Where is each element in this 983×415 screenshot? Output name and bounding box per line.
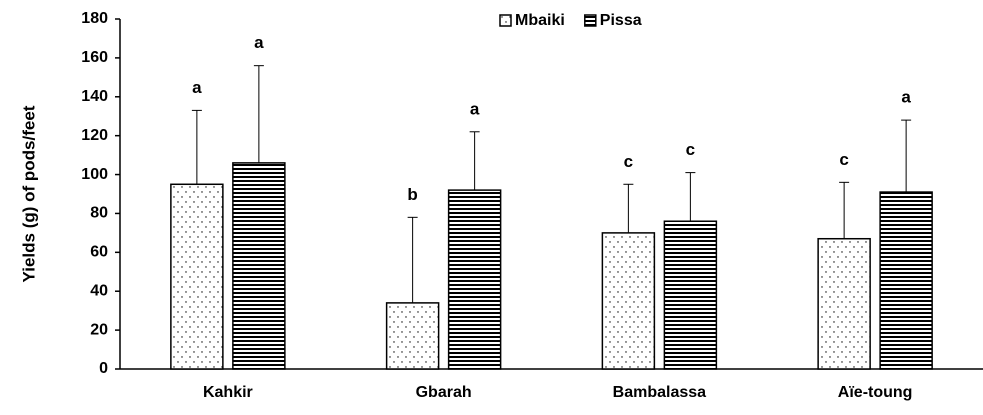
legend-swatch xyxy=(499,14,512,27)
legend-swatch xyxy=(584,14,597,27)
y-tick-label: 20 xyxy=(90,321,108,338)
y-tick-label: 140 xyxy=(81,88,108,105)
x-tick-label: Gbarah xyxy=(416,384,472,401)
y-tick-label: 40 xyxy=(90,282,108,299)
significance-letter: a xyxy=(254,33,264,52)
bar xyxy=(601,232,656,370)
bar xyxy=(447,189,502,370)
significance-letter: b xyxy=(407,185,417,204)
significance-letter: c xyxy=(686,140,695,159)
legend-label: Pissa xyxy=(600,12,642,29)
significance-letter: a xyxy=(901,88,911,107)
y-tick-label: 160 xyxy=(81,49,108,66)
x-tick-label: Aïe-toung xyxy=(838,384,913,401)
bar xyxy=(663,220,718,370)
y-tick-label: 120 xyxy=(81,127,108,144)
x-tick-label: Bambalassa xyxy=(613,384,706,401)
y-tick-label: 100 xyxy=(81,166,108,183)
significance-letter: a xyxy=(470,99,480,118)
y-tick-label: 180 xyxy=(81,10,108,27)
legend-label: Mbaiki xyxy=(515,12,565,29)
significance-letter: c xyxy=(624,152,633,171)
x-tick-label: Kahkir xyxy=(203,384,253,401)
y-axis-label: Yields (g) of pods/feet xyxy=(19,105,38,282)
bar xyxy=(385,302,440,370)
significance-letter: c xyxy=(839,150,848,169)
significance-letter: a xyxy=(192,78,202,97)
bar xyxy=(879,191,933,370)
bar xyxy=(817,237,871,370)
bar xyxy=(170,183,224,370)
y-tick-label: 0 xyxy=(99,360,108,377)
y-tick-label: 80 xyxy=(90,205,108,222)
bar xyxy=(232,162,286,370)
y-tick-label: 60 xyxy=(90,244,108,261)
